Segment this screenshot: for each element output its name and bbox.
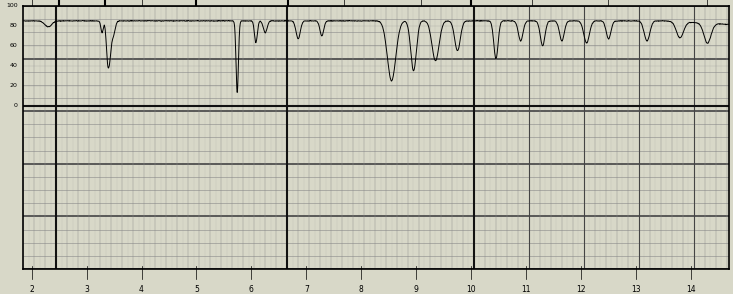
Text: 40: 40	[10, 64, 18, 69]
Text: 80: 80	[10, 24, 18, 29]
Text: 9: 9	[414, 285, 419, 294]
Text: 60: 60	[10, 44, 18, 49]
Text: 11: 11	[521, 285, 531, 294]
Text: 100: 100	[6, 3, 18, 9]
Text: 14: 14	[686, 285, 696, 294]
Text: 6: 6	[249, 285, 254, 294]
Text: 4: 4	[139, 285, 144, 294]
Text: 10: 10	[466, 285, 476, 294]
Text: 5: 5	[194, 285, 199, 294]
Text: 2: 2	[29, 285, 34, 294]
Text: 0: 0	[14, 103, 18, 108]
Text: 13: 13	[631, 285, 641, 294]
Text: 12: 12	[576, 285, 586, 294]
Text: 7: 7	[304, 285, 309, 294]
Text: 8: 8	[359, 285, 364, 294]
Text: 20: 20	[10, 83, 18, 88]
Text: 3: 3	[84, 285, 89, 294]
